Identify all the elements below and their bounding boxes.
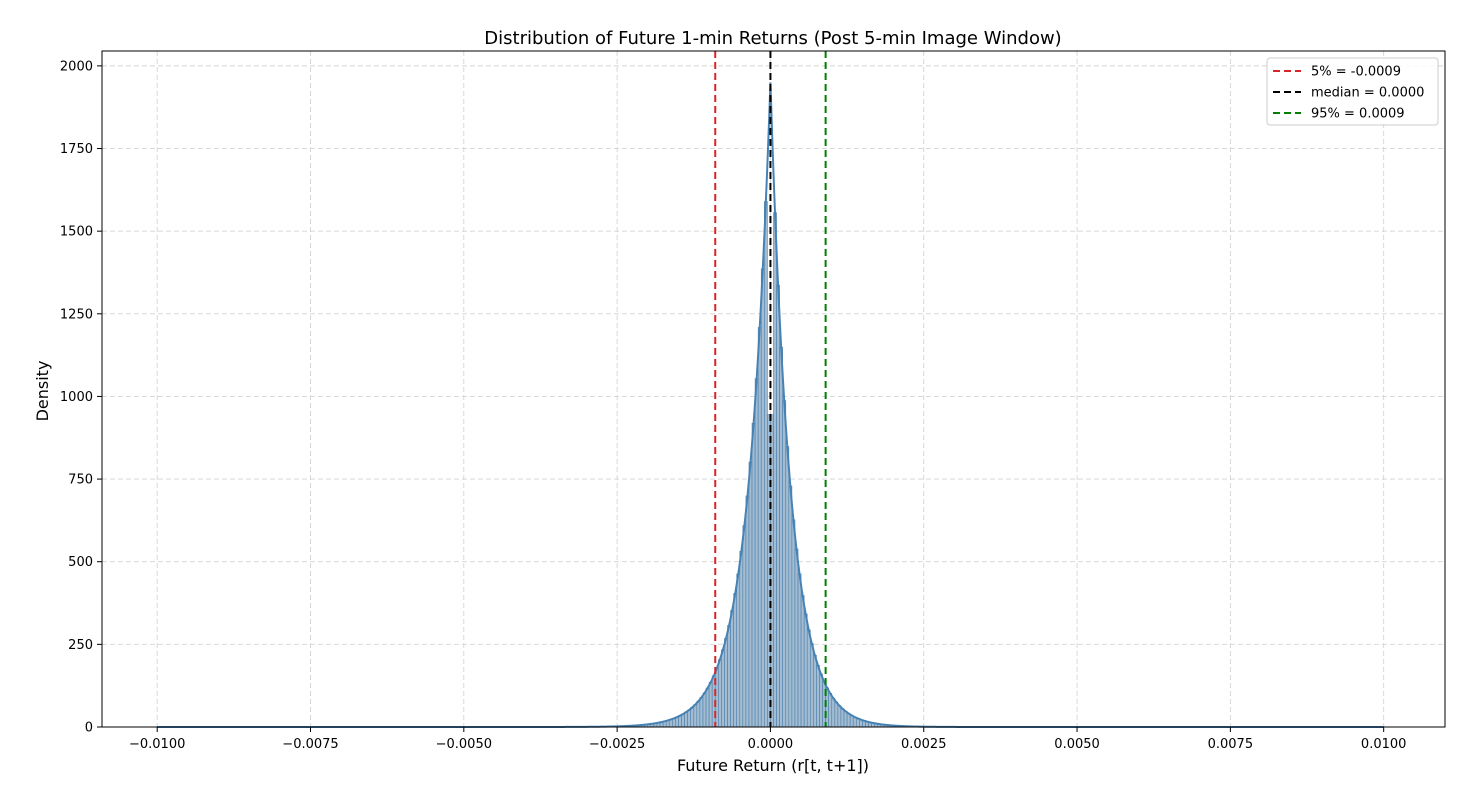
y-tick-label: 1750 [60,142,93,157]
y-tick-label: 1250 [60,307,93,322]
histogram-bar [721,649,725,728]
histogram-bar [834,701,839,728]
legend-box [1266,57,1439,126]
histogram-bar [797,573,802,728]
histogram-bar [828,693,833,728]
histogram-bar [788,485,793,728]
histogram-bar [678,715,682,728]
reference-lines [714,51,827,727]
histogram-bar [806,629,811,728]
histogram-bar [779,346,783,728]
histogram-bar [736,573,741,728]
x-tick-label: 0.0000 [748,737,794,752]
y-tick-label: 250 [68,638,93,653]
histogram-bar [681,713,685,728]
histogram-bars [589,201,934,728]
histogram-bar [791,519,796,728]
histogram-bar [837,705,842,728]
histogram-bar [819,673,823,728]
histogram-bar [803,613,808,728]
histogram-bar [794,548,799,728]
legend: 5% = -0.0009 median = 0.0000 95% = 0.0009 [1266,57,1439,126]
y-tick-label: 750 [68,473,93,488]
histogram-bar [754,378,759,728]
histogram-bar [724,638,728,728]
histogram-bar [760,268,765,728]
histogram-bar [687,709,692,728]
histogram-bar [702,692,707,728]
histogram-bar [705,687,710,728]
histogram-bar [699,697,704,728]
histogram-bar [776,284,780,728]
histogram-bar [696,700,701,728]
histogram-bar [782,400,787,728]
plot-frame [101,50,1446,728]
histogram-bar [773,212,777,728]
histogram-bar [757,327,762,728]
histogram-bar [739,551,744,728]
y-axis-title: Density [33,361,52,422]
chart-title: Distribution of Future 1-min Returns (Po… [484,28,1061,49]
x-tick-label: 0.0050 [1054,737,1100,752]
histogram-bar [727,625,731,728]
histogram-bar [816,665,820,728]
histogram-bar [693,704,698,728]
x-tick-label: 0.0025 [901,737,947,752]
x-axis-title: Future Return (r[t, t+1]) [677,756,869,775]
x-tick-label: −0.0100 [129,737,185,752]
x-axis-ticks: −0.0100 −0.0075 −0.0050 −0.0025 0.0000 0.0025… [129,727,1406,752]
histogram-bar [684,711,688,728]
x-tick-label: −0.0050 [436,737,492,752]
x-tick-label: 0.0075 [1208,737,1254,752]
y-tick-label: 1500 [60,225,93,240]
y-axis-ticks: 0 250 500 750 1000 1250 1500 1750 2000 [60,59,102,736]
histogram-bar [764,201,768,728]
histogram-bar [785,446,790,728]
x-tick-label: 0.0100 [1361,737,1407,752]
y-tick-label: 2000 [60,59,93,74]
x-tick-label: −0.0025 [589,737,645,752]
histogram-bar [813,654,817,728]
histogram-bar [730,610,734,728]
histogram-bar [809,643,814,728]
histogram-bar [748,461,753,728]
legend-label: median = 0.0000 [1311,86,1424,101]
legend-label: 95% = 0.0009 [1311,107,1405,122]
histogram-bar [846,713,851,728]
histogram-bar [733,593,738,728]
x-tick-label: −0.0075 [282,737,338,752]
legend-label: 5% = -0.0009 [1311,65,1401,80]
histogram-bar [751,422,756,728]
y-tick-label: 0 [85,721,93,736]
histogram-bar [718,659,722,728]
histogram-bar [690,707,695,728]
histogram-bar [745,495,750,728]
y-tick-label: 1000 [60,390,93,405]
histogram-bar [742,525,747,728]
y-tick-label: 500 [68,555,93,570]
histogram-bar [843,710,848,728]
histogram-bar [708,682,713,728]
histogram-bar [840,708,845,728]
histogram-bar [800,595,805,728]
histogram-bar [831,697,836,728]
histogram-bar [714,667,719,728]
